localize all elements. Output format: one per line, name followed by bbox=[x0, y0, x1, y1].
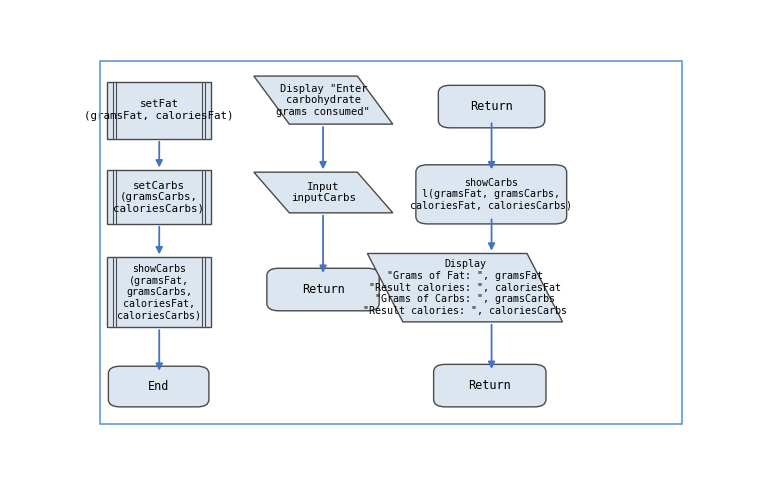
FancyBboxPatch shape bbox=[201, 170, 204, 224]
FancyBboxPatch shape bbox=[107, 82, 211, 139]
FancyBboxPatch shape bbox=[267, 268, 379, 311]
Text: showCarbs
l(gramsFat, gramsCarbs,
caloriesFat, caloriesCarbs): showCarbs l(gramsFat, gramsCarbs, calori… bbox=[410, 178, 572, 211]
FancyBboxPatch shape bbox=[108, 366, 209, 407]
Text: Return: Return bbox=[301, 283, 344, 296]
FancyBboxPatch shape bbox=[438, 85, 545, 128]
Text: Input
inputCarbs: Input inputCarbs bbox=[291, 182, 356, 204]
Text: showCarbs
(gramsFat,
gramsCarbs,
caloriesFat,
caloriesCarbs): showCarbs (gramsFat, gramsCarbs, calorie… bbox=[117, 264, 201, 321]
FancyBboxPatch shape bbox=[107, 257, 211, 327]
FancyBboxPatch shape bbox=[113, 82, 116, 139]
Text: setFat
(gramsFat, caloriesFat): setFat (gramsFat, caloriesFat) bbox=[84, 99, 233, 121]
FancyBboxPatch shape bbox=[433, 364, 546, 407]
FancyBboxPatch shape bbox=[416, 165, 567, 224]
Text: setCarbs
(gramsCarbs,
caloriesCarbs): setCarbs (gramsCarbs, caloriesCarbs) bbox=[114, 180, 204, 214]
Text: Display
"Grams of Fat: ", gramsFat
"Result calories: ", caloriesFat
"Grams of Ca: Display "Grams of Fat: ", gramsFat "Resu… bbox=[363, 260, 567, 316]
Polygon shape bbox=[254, 172, 393, 213]
FancyBboxPatch shape bbox=[201, 257, 204, 327]
Polygon shape bbox=[254, 76, 393, 124]
Text: Return: Return bbox=[470, 100, 513, 113]
FancyBboxPatch shape bbox=[113, 170, 116, 224]
Polygon shape bbox=[368, 253, 562, 322]
Text: Return: Return bbox=[468, 379, 511, 392]
FancyBboxPatch shape bbox=[107, 170, 211, 224]
FancyBboxPatch shape bbox=[201, 82, 204, 139]
Text: End: End bbox=[148, 380, 169, 393]
Text: Display "Enter
carbohydrate
grams consumed": Display "Enter carbohydrate grams consum… bbox=[276, 84, 370, 117]
FancyBboxPatch shape bbox=[113, 257, 116, 327]
